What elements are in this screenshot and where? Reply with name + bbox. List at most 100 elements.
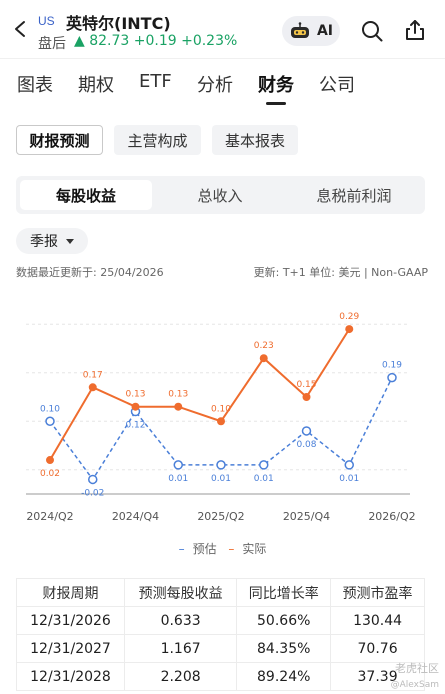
session-label: 盘后 [38,36,66,52]
cell-pe: 70.76 [330,634,425,663]
cell-period: 12/31/2027 [16,634,125,663]
estimate-data-label: -0.02 [81,488,104,498]
cell-period: 12/31/2026 [16,606,125,635]
segment-revenue[interactable]: 总收入 [197,186,243,205]
estimate-point [88,474,98,485]
eps-line-chart: 2024/Q2 2024/Q4 2025/Q2 2025/Q4 2026/Q2 0.10 -… [26,312,416,523]
tab-financials[interactable]: 财务 [258,75,294,96]
table-row: 12/31/2026 0.633 50.66% 130.44 [16,606,425,635]
segment-eps[interactable]: 每股收益 [20,180,152,210]
author-watermark: @AlexSam [390,680,439,690]
estimate-data-label: 0.19 [382,361,402,371]
market-badge: US [38,14,55,28]
estimate-point [387,372,397,383]
active-tab-indicator [266,102,286,105]
cell-growth: 84.35% [236,634,332,663]
cell-pe: 37.39 [330,662,425,691]
estimate-point [216,460,226,470]
tab-options[interactable]: 期权 [78,75,114,96]
actual-point [302,393,311,401]
x-tick-label: 2025/Q2 [197,510,244,523]
search-icon[interactable] [361,20,383,42]
col-header-eps: 预测每股收益 [123,578,238,607]
estimate-point [45,416,55,426]
col-header-growth: 同比增长率 [236,578,332,607]
estimate-data-label: 0.12 [125,421,145,431]
col-header-period: 财报周期 [16,578,125,607]
community-watermark: 老虎社区 [395,662,439,675]
actual-data-label: 0.13 [168,390,188,400]
actual-data-label: 0.02 [40,469,60,479]
stock-name: 英特尔(INTC) [66,14,171,33]
estimate-point [344,460,354,470]
price-quote: ▲ 82.73 +0.19 +0.23% [74,33,238,49]
actual-point [259,354,268,363]
cell-eps: 0.633 [123,606,238,635]
x-tick-label: 2026/Q2 [368,510,415,523]
robot-icon [290,22,309,38]
legend-estimate-icon: – [178,542,185,556]
share-icon[interactable] [404,19,426,41]
estimate-data-label: 0.01 [254,474,274,484]
tab-company[interactable]: 公司 [319,75,355,96]
forecast-table: 财报周期 预测每股收益 同比增长率 预测市盈率 12/31/2026 0.633… [16,578,425,691]
ai-label: AI [316,23,334,39]
x-tick-label: 2024/Q2 [26,510,73,523]
estimate-data-label: 0.01 [168,474,188,484]
actual-point [46,456,54,465]
actual-data-label: 0.15 [296,380,316,390]
metric-segmented-control: 每股收益 总收入 息税前利润 [16,176,425,214]
table-header-row: 财报周期 预测每股收益 同比增长率 预测市盈率 [16,578,425,607]
legend-actual-icon: – [228,542,235,556]
estimate-data-label: 0.08 [296,440,316,450]
x-tick-label: 2024/Q4 [112,510,159,523]
tab-chart[interactable]: 图表 [17,75,53,96]
table-row: 12/31/2027 1.167 84.35% 70.76 [16,634,425,663]
x-tick-label: 2025/Q4 [283,510,330,523]
legend-estimate: 预估 [192,542,217,556]
estimate-data-label: 0.10 [40,404,60,414]
actual-point [174,402,183,411]
cell-growth: 89.24% [236,662,332,691]
segment-ebit[interactable]: 息税前利润 [316,186,392,205]
actual-point [88,383,97,392]
tab-analysis[interactable]: 分析 [197,75,233,96]
actual-data-label: 0.23 [254,341,274,351]
subtab-basic-statements[interactable]: 基本报表 [212,125,298,155]
actual-point [345,325,354,334]
actual-series-line [49,328,351,461]
cell-eps: 1.167 [123,634,238,663]
actual-data-label: 0.13 [125,390,145,400]
cell-pe: 130.44 [330,606,425,635]
table-row: 12/31/2028 2.208 89.24% 37.39 [16,662,425,691]
chart-legend: – 预估 – 实际 [0,540,445,557]
period-label: 季报 [30,234,58,250]
actual-data-label: 0.17 [83,370,103,380]
subtab-earnings-forecast[interactable]: 财报预测 [16,125,103,155]
period-dropdown[interactable]: 季报 [16,228,88,254]
cell-eps: 2.208 [123,662,238,691]
estimate-point [173,460,183,470]
estimate-point [259,460,269,470]
caret-down-icon [66,238,74,244]
tab-etf[interactable]: ETF [139,71,172,92]
header-bar: US 英特尔(INTC) 盘后 ▲ 82.73 +0.19 +0.23% AI [0,0,445,58]
actual-point [131,402,140,411]
actual-point [217,417,225,426]
estimate-point [301,426,312,436]
unit-note: 更新: T+1 单位: 美元 | Non-GAAP [253,266,428,279]
legend-actual: 实际 [242,542,267,556]
actual-data-label: 0.29 [339,312,359,322]
estimate-data-label: 0.01 [211,474,231,484]
estimate-data-label: 0.01 [339,474,359,484]
estimate-series-line [49,377,393,481]
back-arrow-icon[interactable] [12,20,30,38]
subtab-business-composition[interactable]: 主营构成 [114,125,201,155]
cell-growth: 50.66% [236,606,332,635]
ai-assistant-button[interactable]: AI [282,16,340,46]
main-tab-bar: 图表 期权 ETF 分析 财务 公司 [0,58,445,108]
cell-period: 12/31/2028 [16,662,125,691]
update-date-note: 数据最近更新于: 25/04/2026 [16,266,164,279]
col-header-pe: 预测市盈率 [330,578,425,607]
actual-data-label: 0.10 [211,404,231,414]
